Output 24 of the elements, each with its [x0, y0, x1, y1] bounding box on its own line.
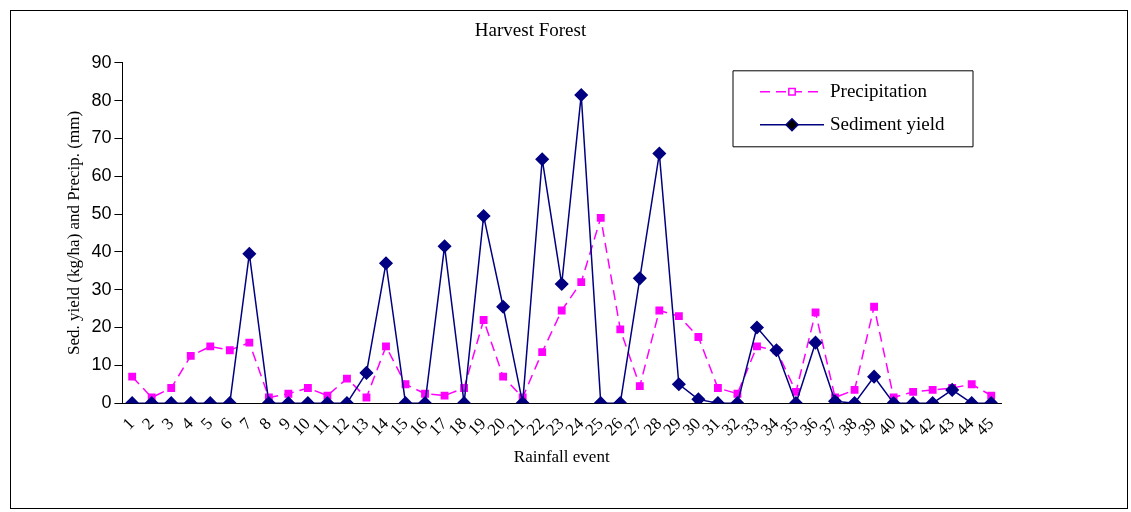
x-tick-label: 4: [177, 413, 198, 434]
x-tick-label: 2: [138, 413, 158, 434]
y-tick-label: 20: [91, 316, 112, 337]
y-tick-label: 30: [91, 278, 112, 299]
x-tick-label: 1: [118, 413, 139, 434]
y-tick-label: 60: [91, 165, 112, 186]
y-axis-title: Sed. yield (kg/ha) and Precip. (mm): [63, 110, 83, 356]
x-tick-label: 40: [874, 413, 900, 440]
x-tick-label: 7: [235, 413, 256, 434]
x-tick-label: 5: [196, 413, 217, 434]
legend-label: Sediment yield: [830, 112, 946, 134]
y-tick-label: 90: [91, 51, 112, 72]
y-tick-label: 70: [91, 127, 112, 148]
x-tick-label: 3: [157, 413, 178, 434]
y-tick-label: 0: [101, 392, 112, 413]
x-tick-label: 6: [216, 413, 236, 434]
y-tick-label: 80: [91, 89, 112, 110]
legend-label: Precipitation: [830, 79, 928, 101]
y-tick-label: 10: [91, 354, 112, 375]
y-tick-label: 40: [91, 240, 112, 261]
y-tick-label: 50: [91, 203, 112, 224]
x-tick-label: 8: [255, 413, 275, 434]
chart-title: Harvest Forest: [474, 19, 587, 41]
x-axis-title: Rainfall event: [513, 447, 610, 467]
